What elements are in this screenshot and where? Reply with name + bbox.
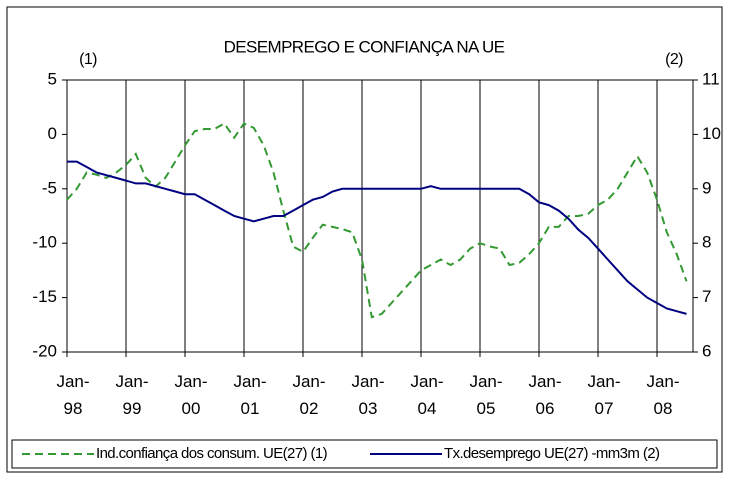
x-tick-label-line: 08 bbox=[654, 399, 673, 418]
y-tick-label: -15 bbox=[32, 287, 57, 306]
x-tick-label-line: Jan- bbox=[174, 372, 207, 391]
x-tick-label-line: 07 bbox=[595, 399, 614, 418]
x-tick-label-line: Jan- bbox=[115, 372, 148, 391]
legend-label: Ind.confiança dos consum. UE(27) (1) bbox=[96, 445, 328, 462]
x-tick-label-line: Jan- bbox=[233, 372, 266, 391]
x-tick-label-line: 99 bbox=[123, 399, 142, 418]
x-tick-label: Jan- 98 bbox=[56, 372, 89, 418]
x-tick-label-line: 05 bbox=[477, 399, 496, 418]
legend-label: Tx.desemprego UE(27) -mm3m (2) bbox=[444, 445, 660, 462]
x-tick-label-line: Jan- bbox=[410, 372, 443, 391]
x-tick-label: Jan- 05 bbox=[469, 372, 502, 418]
y2-tick-label: 6 bbox=[702, 341, 711, 360]
x-tick-label: Jan- 01 bbox=[233, 372, 266, 418]
series-line bbox=[67, 160, 687, 315]
x-tick-label-line: Jan- bbox=[56, 372, 89, 391]
x-tick-label: Jan- 03 bbox=[351, 372, 384, 418]
x-tick-label-line: 98 bbox=[64, 399, 83, 418]
x-tick-label-line: 01 bbox=[241, 399, 260, 418]
x-tick-label: Jan- 06 bbox=[528, 372, 561, 418]
x-tick-label-line: 06 bbox=[536, 399, 555, 418]
y-tick-label: 5 bbox=[48, 69, 57, 88]
x-tick-label: Jan- 02 bbox=[292, 372, 325, 418]
x-tick-label-line: Jan- bbox=[292, 372, 325, 391]
left-axis-note: (1) bbox=[79, 51, 97, 68]
x-tick-label-line: 04 bbox=[418, 399, 437, 418]
x-tick-label: Jan- 08 bbox=[646, 372, 679, 418]
legend-box bbox=[11, 439, 718, 469]
x-tick-label-line: Jan- bbox=[528, 372, 561, 391]
x-tick-label-line: Jan- bbox=[587, 372, 620, 391]
x-tick-label: Jan- 00 bbox=[174, 372, 207, 418]
y2-tick-label: 11 bbox=[702, 69, 720, 88]
y-tick-label: 0 bbox=[48, 124, 57, 143]
x-tick-label-line: 03 bbox=[359, 399, 378, 418]
chart-title: DESEMPREGO E CONFIANÇA NA UE bbox=[224, 37, 505, 56]
y2-tick-label: 8 bbox=[702, 233, 711, 252]
x-tick-label-line: Jan- bbox=[351, 372, 384, 391]
x-tick-label-line: Jan- bbox=[469, 372, 502, 391]
x-tick-label: Jan- 99 bbox=[115, 372, 148, 418]
right-axis-note: (2) bbox=[665, 51, 683, 68]
plot-area bbox=[66, 79, 694, 353]
y2-tick-label: 7 bbox=[702, 287, 711, 306]
x-tick-label: Jan- 04 bbox=[410, 372, 443, 418]
x-tick-label-line: 00 bbox=[182, 399, 201, 418]
y-tick-label: -20 bbox=[32, 341, 57, 360]
y-tick-label: -10 bbox=[32, 233, 57, 252]
x-tick-label-line: Jan- bbox=[646, 372, 679, 391]
x-tick-label-line: 02 bbox=[300, 399, 319, 418]
y-tick-label: -5 bbox=[42, 178, 57, 197]
y2-tick-label: 10 bbox=[702, 124, 721, 143]
x-tick-label: Jan- 07 bbox=[587, 372, 620, 418]
y2-tick-label: 9 bbox=[702, 178, 711, 197]
